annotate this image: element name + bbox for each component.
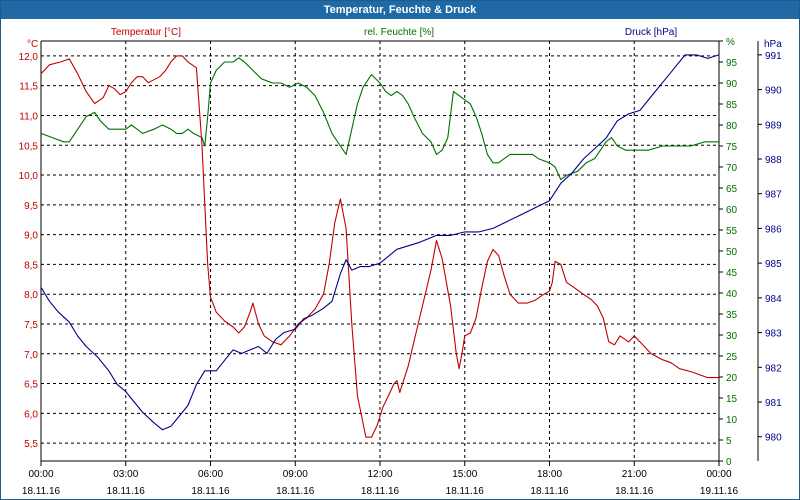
- temperature-tick-label: 7,0: [24, 350, 38, 361]
- humidity-tick-label: 35: [726, 310, 738, 321]
- pressure-axis-title: Druck [hPa]: [625, 27, 677, 38]
- pressure-tick-label: 980: [765, 433, 782, 444]
- humidity-tick-label: 25: [726, 352, 738, 363]
- humidity-tick-label: 45: [726, 268, 738, 279]
- humidity-tick-label: 75: [726, 142, 738, 153]
- temperature-tick-label: 8,5: [24, 260, 38, 271]
- x-tick-time: 03:00: [113, 469, 138, 480]
- temperature-tick-label: 12,0: [19, 52, 39, 63]
- humidity-tick-label: 65: [726, 184, 738, 195]
- humidity-tick-label: 20: [726, 373, 738, 384]
- temperature-tick-label: 9,0: [24, 231, 38, 242]
- pressure-tick-label: 983: [765, 329, 782, 340]
- humidity-tick-label: 60: [726, 205, 738, 216]
- humidity-tick-label: 80: [726, 121, 738, 132]
- pressure-tick-label: 987: [765, 190, 782, 201]
- humidity-axis-title: rel. Feuchte [%]: [364, 27, 434, 38]
- x-tick-date: 18.11.16: [107, 486, 146, 497]
- x-tick-time: 00:00: [28, 469, 53, 480]
- humidity-tick-label: 85: [726, 100, 738, 111]
- humidity-tick-label: 10: [726, 415, 738, 426]
- pressure-tick-label: 984: [765, 294, 782, 305]
- humidity-tick-label: 55: [726, 226, 738, 237]
- pressure-unit: hPa: [764, 39, 782, 50]
- grid: [41, 41, 719, 461]
- chart-svg: 00:00 18.11.16 03:00 18.11.16 06:00 18.11.16 0…: [19, 27, 783, 497]
- humidity-tick-label: 30: [726, 331, 738, 342]
- humidity-tick-label: 90: [726, 79, 738, 90]
- x-tick-date: 19.11.16: [700, 486, 739, 497]
- temperature-tick-label: 5,5: [24, 439, 38, 450]
- x-tick-time: 00:00: [706, 469, 731, 480]
- pressure-tick-label: 990: [765, 86, 782, 97]
- x-tick-time: 18:00: [537, 469, 562, 480]
- x-tick-date: 18.11.16: [530, 486, 569, 497]
- humidity-tick-label: 0: [726, 457, 732, 468]
- humidity-tick-label: 95: [726, 58, 738, 69]
- humidity-tick-label: 15: [726, 394, 738, 405]
- x-tick-time: 15:00: [452, 469, 477, 480]
- x-tick-date: 18.11.16: [446, 486, 485, 497]
- pressure-tick-label: 982: [765, 363, 782, 374]
- x-tick-date: 18.11.16: [615, 486, 654, 497]
- pressure-tick-label: 981: [765, 398, 782, 409]
- temperature-series-line: [40, 55, 719, 438]
- x-tick-time: 21:00: [622, 469, 647, 480]
- temperature-tick-label: 7,5: [24, 320, 38, 331]
- x-tick-date: 18.11.16: [361, 486, 400, 497]
- x-tick-date: 18.11.16: [22, 486, 61, 497]
- pressure-tick-label: 985: [765, 259, 782, 270]
- x-tick-time: 09:00: [283, 469, 308, 480]
- x-tick-time: 06:00: [198, 469, 223, 480]
- humidity-tick-label: 5: [726, 436, 732, 447]
- pressure-tick-label: 991: [765, 51, 782, 62]
- temperature-tick-label: 8,0: [24, 290, 38, 301]
- x-tick-date: 18.11.16: [276, 486, 315, 497]
- humidity-series-line: [40, 57, 719, 181]
- pressure-tick-label: 986: [765, 224, 782, 235]
- temperature-tick-label: 11,5: [19, 82, 38, 93]
- temperature-tick-label: 10,0: [19, 171, 39, 182]
- pressure-series-line: [40, 54, 720, 431]
- humidity-tick-label: %: [726, 37, 735, 48]
- x-tick-date: 18.11.16: [191, 486, 230, 497]
- axis-labels: 00:00 18.11.16 03:00 18.11.16 06:00 18.11.16 0…: [19, 27, 783, 497]
- temperature-axis-title: Temperatur [°C]: [111, 27, 181, 38]
- temperature-tick-label: 11,0: [19, 111, 38, 122]
- axes: [40, 40, 762, 466]
- series-lines: [40, 54, 720, 438]
- humidity-tick-label: 70: [726, 163, 738, 174]
- humidity-tick-label: 40: [726, 289, 738, 300]
- pressure-tick-label: 989: [765, 120, 782, 131]
- temperature-tick-label: 6,0: [24, 409, 38, 420]
- humidity-tick-label: 50: [726, 247, 738, 258]
- temperature-tick-label: 10,5: [19, 141, 39, 152]
- temperature-unit: °C: [27, 39, 38, 50]
- x-tick-time: 12:00: [367, 469, 392, 480]
- temperature-tick-label: 9,5: [24, 201, 38, 212]
- temperature-tick-label: 6,5: [24, 380, 38, 391]
- window-title: Temperatur, Feuchte & Druck: [1, 1, 799, 19]
- pressure-tick-label: 988: [765, 155, 782, 166]
